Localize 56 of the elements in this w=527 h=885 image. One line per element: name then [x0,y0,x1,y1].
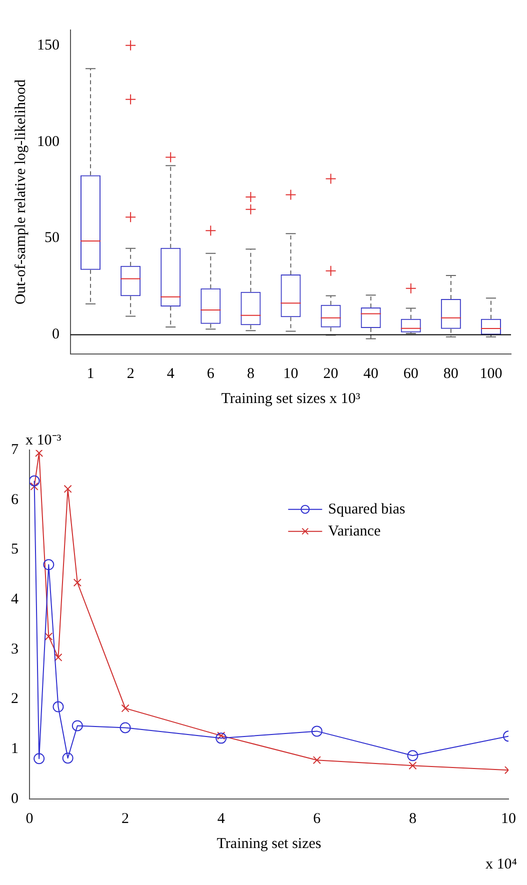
point [34,753,45,764]
x-axis-title: Training set sizes x 10³ [221,390,361,407]
x-tick-label: 60 [403,366,418,382]
y-tick-label: 1 [11,741,18,758]
y-tick-label: 3 [11,641,18,658]
y-tick-label: 50 [44,230,60,246]
point [121,704,130,712]
x-axis-title: Training set sizes [216,836,322,852]
text: x 10⁴ [486,856,517,872]
point [407,750,418,762]
y-tick-label: 6 [11,492,19,508]
legend-label: Variance [328,523,381,540]
y-tick-label: 4 [11,592,19,608]
point [30,482,38,490]
point [43,559,54,570]
y-tick-label: 0 [52,326,60,343]
x-tick-label: 2 [126,366,134,382]
x-tick-label: 1 [86,366,94,382]
point [35,450,44,458]
y-tick-label: 100 [37,134,60,150]
point [64,484,72,493]
point [54,653,62,662]
x-tick-label: 40 [363,366,378,382]
x-tick-label: 2 [122,810,130,827]
x-tick-label: 10 [501,810,516,827]
x-tick-label: 6 [206,366,215,382]
x-tick-label: 80 [443,366,458,382]
point [311,726,322,737]
x-tick-label: 0 [26,810,34,827]
y-tick-label: 7 [11,442,19,458]
point [73,578,82,587]
legend-label: Squared bias [328,501,406,518]
x-tick-label: 4 [217,810,226,827]
x-tick-label: 8 [408,810,416,827]
x-tick-label: 10 [283,366,298,382]
y-tick-label: 5 [11,542,18,558]
point [30,475,40,486]
x-tick-label: 100 [480,366,502,382]
text: x 10⁻³ [26,432,62,448]
point [408,762,417,770]
x-tick-label: 6 [313,810,322,827]
y-tick-label: 2 [11,691,18,708]
point [62,752,74,764]
y-tick-label: 0 [11,790,18,807]
point [52,701,64,712]
point [217,732,226,740]
point [72,720,83,732]
x-tick-label: 4 [166,366,175,382]
y-axis-title: Out-of-sample relative log-likelihood [12,79,29,304]
point [312,756,321,764]
x-tick-label: 20 [323,366,338,382]
y-tick-label: 150 [37,37,60,54]
point [216,732,227,744]
x-tick-label: 8 [246,366,254,382]
point [120,722,131,734]
point [44,632,53,640]
